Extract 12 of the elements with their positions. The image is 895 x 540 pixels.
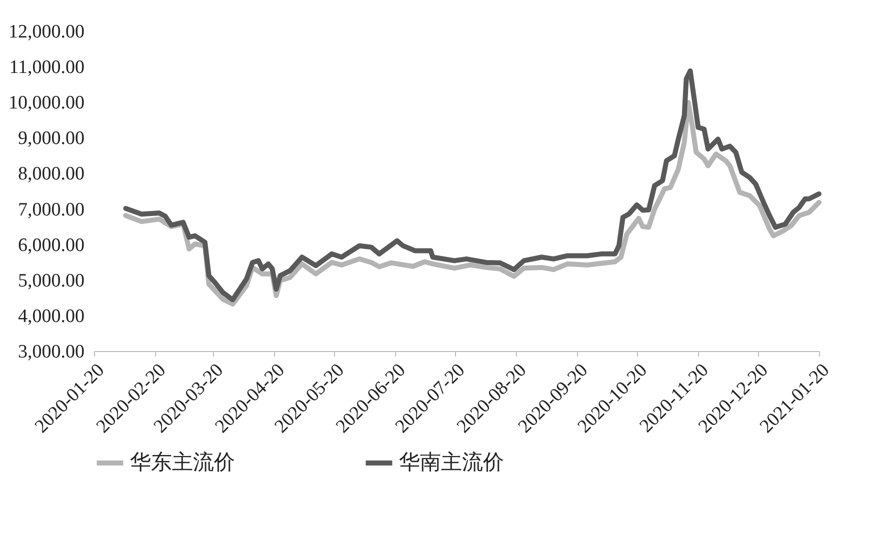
y-tick-label: 8,000.00 bbox=[18, 164, 84, 185]
y-tick-label: 3,000.00 bbox=[18, 342, 84, 362]
y-tick-label: 7,000.00 bbox=[18, 199, 84, 220]
y-tick-label: 10,000.00 bbox=[8, 92, 84, 114]
y-tick-label: 4,000.00 bbox=[18, 306, 84, 327]
y-tick-label: 11,000.00 bbox=[9, 57, 84, 78]
legend-label: 华东主流价 bbox=[130, 450, 235, 474]
legend-label: 华南主流价 bbox=[399, 450, 504, 474]
y-tick-label: 6,000.00 bbox=[18, 234, 84, 256]
y-tick-label: 9,000.00 bbox=[18, 128, 84, 150]
y-tick-label: 5,000.00 bbox=[18, 270, 84, 292]
y-tick-label: 12,000.00 bbox=[8, 22, 84, 42]
